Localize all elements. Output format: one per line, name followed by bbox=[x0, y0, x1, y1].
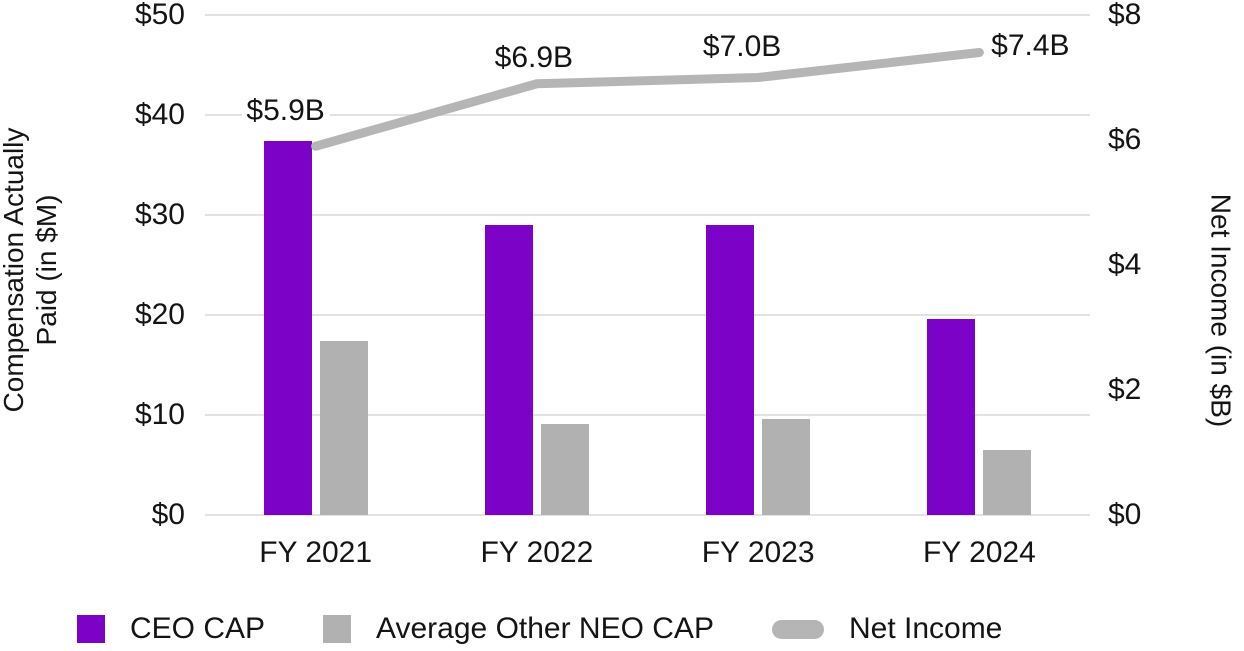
left-tick-label: $10 bbox=[134, 398, 185, 431]
ceo-cap-bar bbox=[263, 141, 312, 515]
x-axis-label: FY 2023 bbox=[701, 536, 815, 569]
x-axis-label: FY 2022 bbox=[480, 536, 594, 569]
gridline bbox=[205, 14, 1090, 16]
left-tick-label: $40 bbox=[134, 98, 185, 131]
gridline bbox=[205, 114, 1090, 116]
net-income-swatch-icon bbox=[771, 619, 824, 639]
legend-item-net-income: Net Income bbox=[771, 612, 1003, 646]
ceo-cap-bar bbox=[484, 225, 533, 515]
line-data-label: $6.9B bbox=[489, 40, 579, 75]
neo-cap-bar bbox=[983, 450, 1032, 515]
line-data-label: $5.9B bbox=[241, 94, 330, 129]
left-axis-title-line1: Compensation Actually bbox=[0, 127, 29, 413]
plot-area bbox=[205, 14, 1090, 516]
gridline bbox=[205, 414, 1090, 416]
right-tick-label: $2 bbox=[1108, 373, 1142, 406]
x-axis-label: FY 2024 bbox=[922, 536, 1036, 569]
net-income-polyline bbox=[311, 48, 984, 151]
neo-cap-bar bbox=[540, 424, 589, 515]
right-axis-title: Net Income (in $B) bbox=[1205, 193, 1237, 428]
neo-cap-bar bbox=[319, 341, 368, 515]
neo-cap-swatch-icon bbox=[323, 615, 352, 643]
left-tick-label: $30 bbox=[134, 198, 185, 231]
line-data-label: $7.0B bbox=[697, 29, 787, 64]
left-tick-label: $20 bbox=[134, 298, 185, 331]
right-tick-label: $6 bbox=[1108, 123, 1142, 156]
ceo-cap-bar bbox=[927, 319, 976, 515]
gridline bbox=[205, 514, 1090, 516]
legend-item-neo-cap: Average Other NEO CAP bbox=[323, 612, 714, 646]
ceo-cap-swatch-icon bbox=[77, 615, 105, 643]
legend-label-net-income: Net Income bbox=[848, 612, 1003, 645]
left-tick-label: $50 bbox=[134, 0, 185, 31]
neo-cap-bar bbox=[762, 419, 811, 515]
left-axis-title: Compensation Actually Paid (in $M) bbox=[0, 10, 63, 530]
net-income-line bbox=[311, 48, 984, 151]
legend-item-ceo-cap: CEO CAP bbox=[77, 612, 265, 646]
line-data-label: $7.4B bbox=[986, 28, 1075, 63]
legend: CEO CAP Average Other NEO CAP Net Income bbox=[77, 612, 1002, 646]
left-axis-title-line2: Paid (in $M) bbox=[31, 194, 62, 346]
right-tick-label: $8 bbox=[1108, 0, 1142, 31]
gridline bbox=[205, 214, 1090, 216]
right-tick-label: $0 bbox=[1108, 498, 1142, 531]
legend-label-ceo-cap: CEO CAP bbox=[130, 612, 266, 645]
left-tick-label: $0 bbox=[151, 498, 185, 531]
legend-label-neo-cap: Average Other NEO CAP bbox=[376, 612, 714, 645]
x-axis-label: FY 2021 bbox=[259, 536, 373, 569]
gridline bbox=[205, 314, 1090, 316]
right-tick-label: $4 bbox=[1108, 248, 1142, 281]
ceo-cap-bar bbox=[706, 225, 755, 515]
